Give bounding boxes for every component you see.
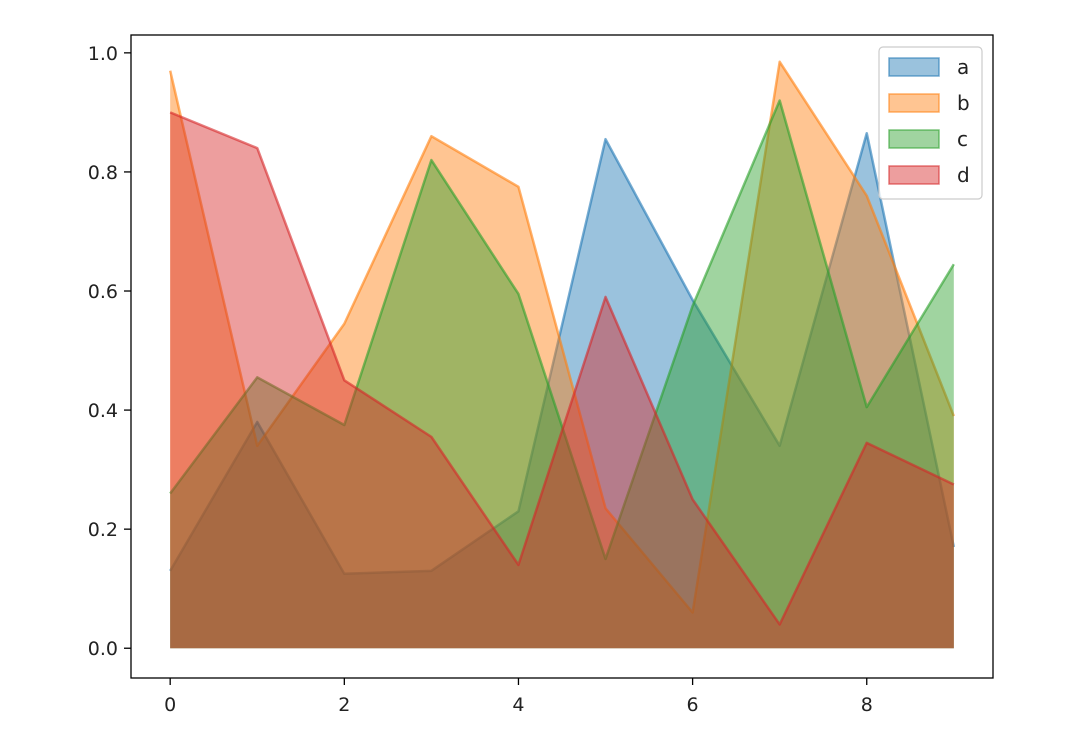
series-line-c [169,99,955,561]
x-axis: 0 2 4 6 8 [164,678,873,716]
series-line-b [168,60,955,614]
x-tick-label: 2 [338,694,350,716]
series-line-a [169,131,956,576]
legend-label-c: c [957,127,968,151]
areas-layer [168,60,956,649]
legend-label-b: b [957,91,970,115]
legend-label-d: d [957,163,970,187]
area-fill-b [170,61,954,649]
legend-swatch-c [888,129,940,149]
y-tick-label: 0.4 [88,400,118,422]
y-tick-label: 1.0 [88,43,118,65]
legend-label-a: a [957,55,969,79]
legend-swatch-d [888,165,940,185]
y-tick-label: 0.0 [88,638,118,660]
plot-frame [130,34,994,679]
x-tick-label: 4 [512,694,524,716]
legend-box [878,46,983,200]
x-tick-label: 6 [687,694,699,716]
area-fill-d [170,112,954,649]
y-tick-label: 0.8 [88,162,118,184]
y-tick-label: 0.6 [88,281,118,303]
x-tick-label: 0 [164,694,176,716]
x-tick-label: 8 [861,694,873,716]
legend-swatch-a [888,57,940,77]
y-axis: 0.0 0.2 0.4 0.6 0.8 1.0 [88,43,131,660]
series-line-d [169,111,955,626]
y-tick-label: 0.2 [88,519,118,541]
legend-swatch-b [888,93,940,113]
area-fill-a [170,133,954,649]
area-fill-c [170,100,954,649]
